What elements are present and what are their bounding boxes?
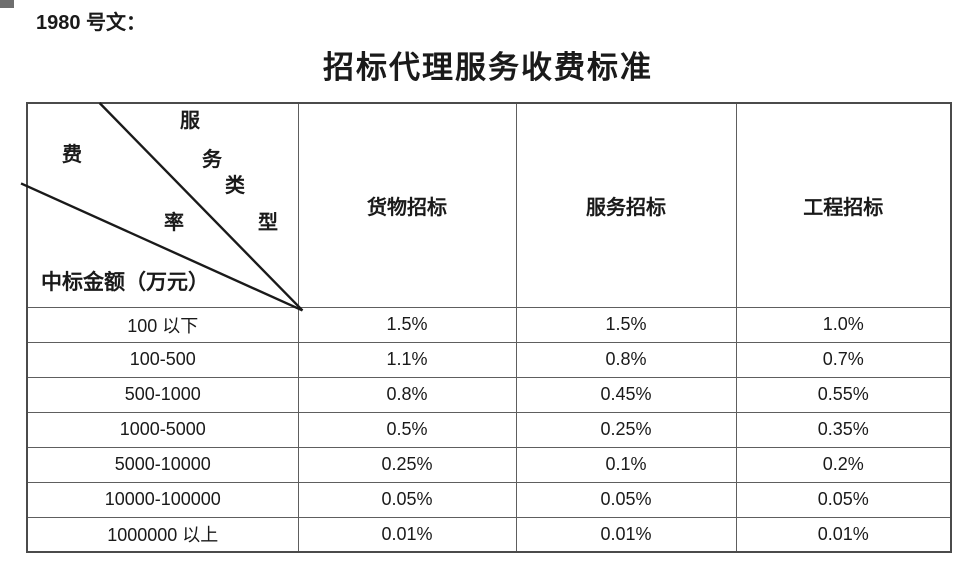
row-label: 500-1000 (26, 376, 299, 413)
fee-standard-table: 服 务 类 型 费 率 中标金额（万元） 货物招标 服务招标 工程招标 100 … (20, 102, 952, 553)
table-row: 1000-5000 0.5% 0.25% 0.35% (26, 411, 952, 448)
row-label: 10000-100000 (26, 481, 299, 518)
table-row: 500-1000 0.8% 0.45% 0.55% (26, 376, 952, 413)
table-header-row: 服 务 类 型 费 率 中标金额（万元） 货物招标 服务招标 工程招标 (20, 102, 952, 312)
rate-cell: 0.2% (735, 446, 952, 483)
rate-cell: 1.5% (297, 306, 517, 343)
row-axis-label: 中标金额（万元） (41, 270, 209, 294)
rate-cell: 0.01% (515, 516, 737, 553)
rate-cell: 0.25% (515, 411, 737, 448)
table-row: 1000000 以上 0.01% 0.01% 0.01% (26, 516, 952, 553)
row-label: 100-500 (26, 341, 299, 378)
page-title: 招标代理服务收费标准 (323, 50, 653, 85)
row-label: 100 以下 (26, 306, 299, 343)
table-row: 5000-10000 0.25% 0.1% 0.2% (26, 446, 952, 483)
rate-cell: 1.1% (297, 341, 517, 378)
corner-char-service-type: 类 (225, 175, 245, 197)
page-edge-artifact (0, 0, 14, 8)
corner-char-service-type: 型 (258, 212, 278, 234)
rate-cell: 0.05% (297, 481, 517, 518)
table-row: 100 以下 1.5% 1.5% 1.0% (26, 306, 952, 343)
diagonal-header-cell: 服 务 类 型 费 率 中标金额（万元） (20, 102, 304, 312)
rate-cell: 1.0% (735, 306, 952, 343)
column-header-engineering: 工程招标 (735, 102, 952, 308)
corner-char-fee-rate: 率 (164, 212, 184, 234)
table-row: 100-500 1.1% 0.8% 0.7% (26, 341, 952, 378)
rate-cell: 0.01% (297, 516, 517, 553)
table-row: 10000-100000 0.05% 0.05% 0.05% (26, 481, 952, 518)
row-label: 5000-10000 (26, 446, 299, 483)
rate-cell: 0.1% (515, 446, 737, 483)
rate-cell: 0.8% (515, 341, 737, 378)
rate-cell: 0.55% (735, 376, 952, 413)
rate-cell: 0.7% (735, 341, 952, 378)
rate-cell: 1.5% (515, 306, 737, 343)
column-header-service: 服务招标 (515, 102, 737, 308)
row-label: 1000000 以上 (26, 516, 299, 553)
rate-cell: 0.25% (297, 446, 517, 483)
corner-char-fee-rate: 费 (62, 144, 82, 166)
rate-cell: 0.8% (297, 376, 517, 413)
rate-cell: 0.5% (297, 411, 517, 448)
rate-cell: 0.05% (735, 481, 952, 518)
document-ref-label: 1980 号文： (36, 12, 147, 34)
corner-char-service-type: 服 (180, 110, 200, 132)
corner-char-service-type: 务 (202, 149, 222, 171)
rate-cell: 0.05% (515, 481, 737, 518)
column-header-goods: 货物招标 (297, 102, 517, 308)
rate-cell: 0.01% (735, 516, 952, 553)
rate-cell: 0.35% (735, 411, 952, 448)
diagonal-divider-lines (20, 102, 304, 312)
row-label: 1000-5000 (26, 411, 299, 448)
rate-cell: 0.45% (515, 376, 737, 413)
